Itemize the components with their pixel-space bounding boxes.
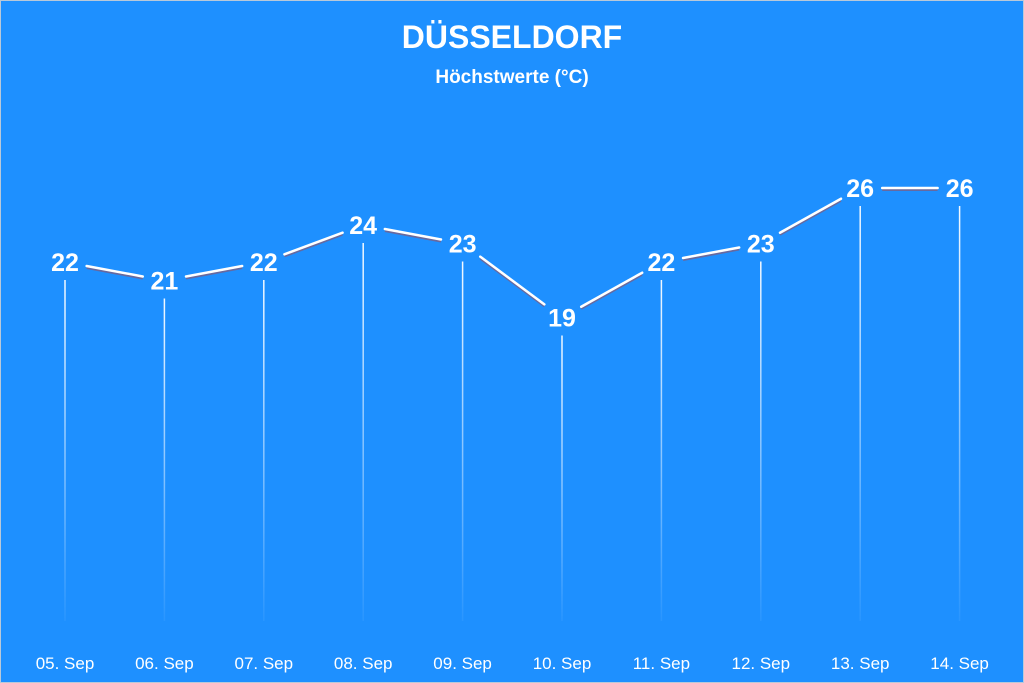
series-segment [85,264,145,278]
series-segment-shadow [185,267,243,280]
data-label: 22 [51,249,79,277]
data-label: 21 [150,268,178,296]
data-label: 22 [250,249,278,277]
x-tick-label: 05. Sep [36,654,95,673]
series-segment-shadow [479,257,545,308]
x-tick-label: 09. Sep [433,654,492,673]
x-axis-tick-labels: 05. Sep 06. Sep 07. Sep 08. Sep 09. Sep 10. S… [36,654,989,673]
x-tick-label: 13. Sep [831,654,890,673]
data-label: 26 [946,175,974,203]
x-tick-label: 10. Sep [533,654,592,673]
series-segment [478,255,546,306]
series-line-group [85,186,939,310]
data-label: 23 [747,231,775,259]
series-segment [778,197,843,235]
series-segment [184,264,244,278]
series-segment-shadow [284,233,343,258]
series-segment [283,231,344,256]
drop-lines [64,205,961,622]
x-tick-label: 06. Sep [135,654,194,673]
x-tick-label: 08. Sep [334,654,393,673]
data-label: 23 [449,231,477,259]
series-segment-shadow [682,248,740,261]
series-segment [579,271,644,309]
data-label: 26 [846,175,874,203]
chart-title: DÜSSELDORF [402,19,622,55]
data-labels: 22 21 22 24 23 19 22 23 26 26 [51,175,973,333]
x-tick-label: 11. Sep [633,654,690,673]
x-tick-label: 12. Sep [731,654,790,673]
x-tick-label: 14. Sep [930,654,989,673]
series-segment-shadow [580,273,643,310]
data-label: 19 [548,305,576,333]
chart-subtitle: Höchstwerte (°C) [435,67,588,88]
series-segment-shadow [86,267,143,280]
data-label: 22 [647,249,675,277]
series-segment [383,227,443,241]
x-tick-label: 07. Sep [234,654,293,673]
series-segment [681,246,741,260]
series-segment-shadow [779,199,842,236]
data-label: 24 [349,212,377,240]
series-segment-shadow [384,230,442,243]
